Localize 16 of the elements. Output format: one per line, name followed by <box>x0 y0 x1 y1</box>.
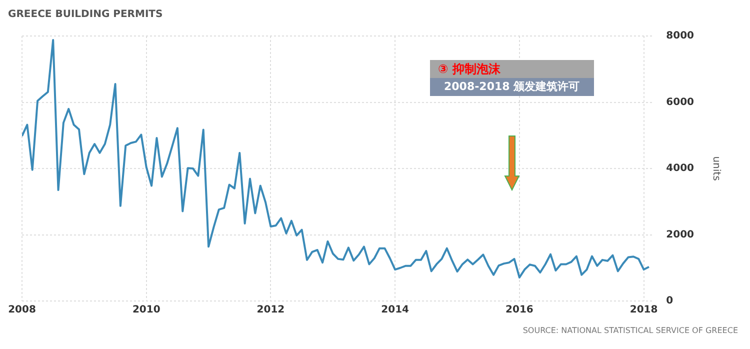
y-tick-label: 0 <box>666 296 674 307</box>
x-tick-label: 2018 <box>630 304 658 316</box>
x-tick-label: 2012 <box>256 304 285 316</box>
annotation: ③ 抑制泡沫 <box>430 60 594 78</box>
x-tick-label: 2008 <box>8 304 36 316</box>
annotation: 2008-2018 颁发建筑许可 <box>430 78 594 96</box>
x-tick-label: 2016 <box>506 304 534 316</box>
source-note: SOURCE: NATIONAL STATISTICAL SERVICE OF GREECE <box>522 326 738 335</box>
y-axis-title: units <box>710 156 722 181</box>
x-tick-label: 2010 <box>132 304 160 316</box>
chart-title: GREECE BUILDING PERMITS <box>8 9 163 20</box>
y-tick-label: 6000 <box>666 96 694 108</box>
x-tick-label: 2014 <box>381 304 410 316</box>
y-tick-label: 2000 <box>666 229 694 240</box>
y-tick-label: 4000 <box>666 163 694 174</box>
y-tick-label: 8000 <box>666 30 694 42</box>
